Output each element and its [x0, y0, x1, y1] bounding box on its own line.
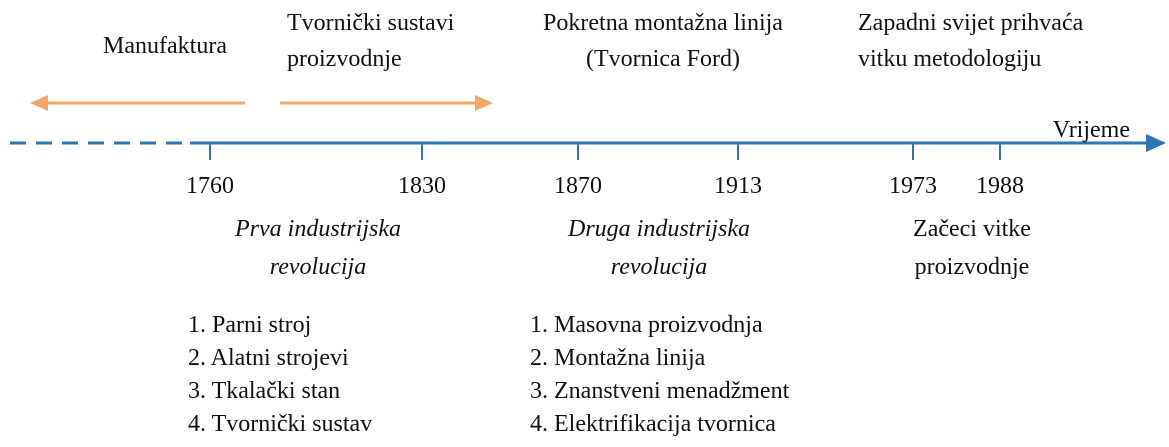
axis-arrow [1146, 134, 1166, 152]
tick-label: 1913 [714, 173, 762, 199]
tick-label: 1760 [186, 173, 234, 199]
era-label: revolucija [270, 254, 366, 280]
list-item: 4. Elektrifikacija tvornica [530, 411, 776, 437]
event-label: Pokretna montažna linija [543, 10, 783, 36]
list-item: 1. Masovna proizvodnja [530, 312, 763, 338]
list-item: 1. Parni stroj [188, 312, 311, 338]
event-label: (Tvornica Ford) [586, 46, 740, 72]
tick-label: 1870 [554, 173, 602, 199]
arrow-head [30, 95, 48, 111]
event-label: Manufaktura [103, 33, 227, 59]
era-label: revolucija [611, 254, 707, 280]
era-label: Začeci vitke [913, 216, 1031, 242]
list-item: 2. Montažna linija [530, 345, 706, 371]
event-label: Tvornički sustavi [287, 10, 455, 36]
list-item: 4. Tvornički sustav [188, 411, 372, 437]
arrow-head [475, 95, 493, 111]
era-label: proizvodnje [915, 254, 1030, 280]
list-item: 2. Alatni strojevi [188, 345, 349, 371]
list-item: 3. Znanstveni menadžment [530, 378, 790, 404]
event-label: Zapadni svijet prihvaća [858, 10, 1084, 36]
tick-label: 1988 [976, 173, 1024, 199]
tick-label: 1830 [398, 173, 446, 199]
era-label: Prva industrijska [234, 216, 401, 242]
list-item: 3. Tkalački stan [188, 378, 340, 404]
event-label: proizvodnje [287, 46, 402, 72]
era-label: Druga industrijska [567, 216, 750, 242]
axis-label: Vrijeme [1053, 117, 1130, 143]
event-label: vitku metodologiju [858, 46, 1041, 72]
tick-label: 1973 [889, 173, 937, 199]
